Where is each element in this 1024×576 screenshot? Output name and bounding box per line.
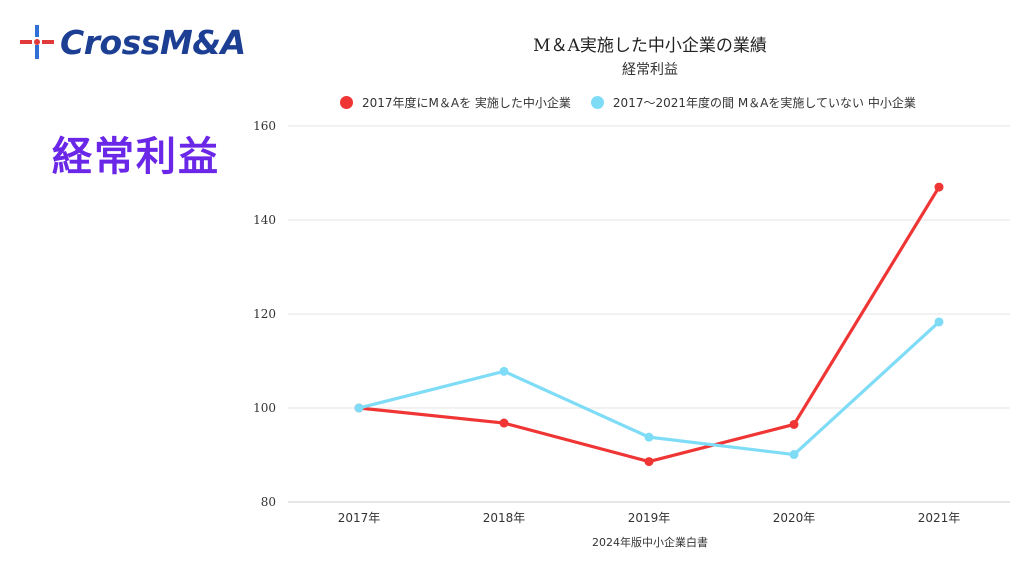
series-2-point: [354, 403, 364, 413]
legend-item-series-1: 2017年度にM＆Aを 実施した中小企業: [340, 94, 571, 111]
x-tick-label: 2017年: [338, 511, 381, 525]
series-2-point: [789, 450, 799, 460]
y-tick-label: 80: [261, 495, 276, 509]
logo-text: CrossM&A: [60, 22, 246, 62]
chart-subtitle: 経常利益: [622, 62, 678, 78]
series-2-point: [499, 366, 509, 376]
y-tick-label: 140: [253, 213, 276, 227]
cross-logo-icon: [18, 23, 56, 61]
series-2-point: [644, 432, 654, 442]
series-line-1: [357, 185, 941, 464]
legend-label-series-2: 2017～2021年度の間 M＆Aを実施していない 中小企業: [612, 96, 916, 110]
series-1-point: [499, 418, 509, 428]
x-tick-label: 2020年: [773, 511, 816, 525]
series-1-point: [934, 182, 944, 192]
page-heading: 経常利益: [52, 134, 220, 180]
x-tick-label: 2018年: [483, 511, 526, 525]
legend-label-series-1: 2017年度にM＆Aを 実施した中小企業: [362, 96, 571, 110]
chart-legend: 2017年度にM＆Aを 実施した中小企業 2017～2021年度の間 M＆Aを実…: [340, 94, 936, 111]
series-1-point: [789, 419, 799, 429]
source-note: 2024年版中小企業白書: [592, 536, 708, 549]
x-tick-label: 2021年: [918, 511, 961, 525]
series-1-point: [644, 457, 654, 467]
legend-item-series-2: 2017～2021年度の間 M＆Aを実施していない 中小企業: [590, 94, 916, 111]
legend-marker-series-1: [340, 96, 353, 109]
y-tick-label: 100: [253, 401, 276, 415]
legend-marker-series-2: [590, 96, 604, 109]
chart-title: M＆A実施した中小企業の業績: [533, 36, 767, 56]
x-tick-label: 2019年: [628, 511, 671, 525]
brand-logo: CrossM&A: [18, 22, 246, 62]
series-2-point: [934, 317, 944, 327]
y-tick-label: 120: [253, 307, 276, 321]
y-tick-label: 160: [253, 119, 276, 133]
